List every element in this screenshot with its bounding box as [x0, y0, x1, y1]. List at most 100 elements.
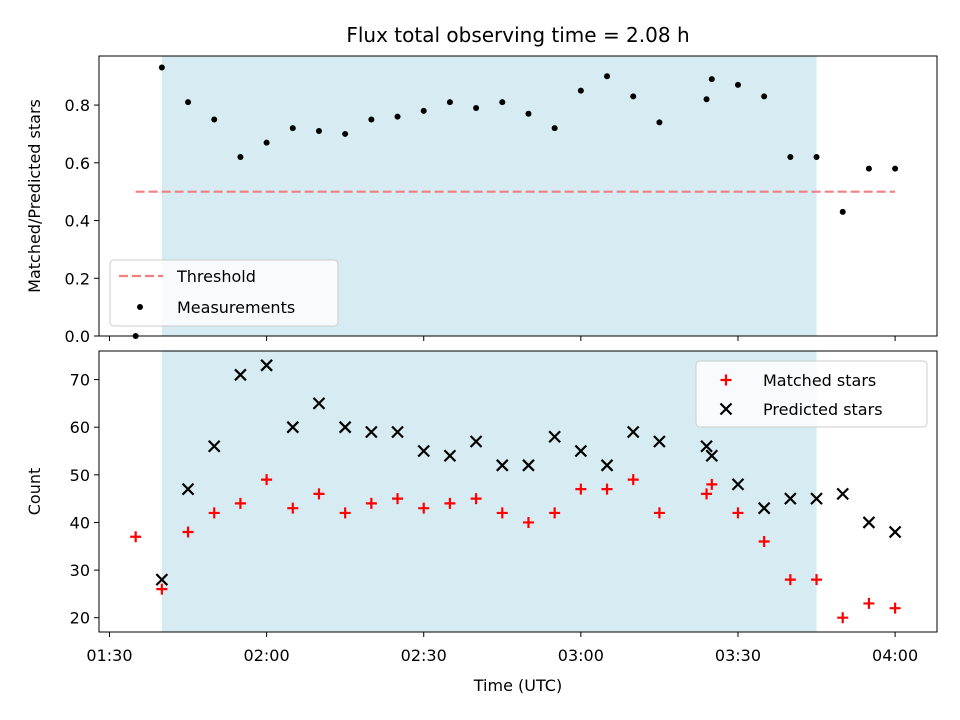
data-point-plus-24 — [758, 536, 770, 548]
data-point-dot-14 — [499, 99, 506, 106]
data-point-plus-9 — [365, 497, 377, 509]
bottom-axes-frame — [98, 350, 938, 633]
data-point-x-9 — [391, 425, 404, 439]
data-point-x-14 — [522, 459, 535, 472]
legend-predicted-swatch — [719, 402, 733, 416]
data-point-dot-1 — [158, 64, 165, 71]
data-point-x-5 — [286, 420, 300, 434]
data-point-plus-8 — [339, 507, 351, 519]
top-y-axis-label: Matched/Predicted stars — [25, 99, 44, 293]
data-point-plus-20 — [653, 507, 665, 519]
data-point-plus-2 — [182, 526, 194, 538]
data-point-plus-13 — [470, 493, 482, 505]
bottom-series-predicted-stars — [155, 359, 902, 586]
x-tick-label: 04:00 — [872, 646, 918, 665]
data-point-dot-17 — [577, 87, 584, 94]
x-tick-label: 01:30 — [86, 646, 132, 665]
data-point-x-2 — [207, 439, 221, 453]
data-point-dot-22 — [708, 76, 715, 83]
data-point-plus-18 — [601, 483, 613, 495]
data-point-dot-21 — [703, 96, 710, 103]
data-point-dot-11 — [420, 107, 427, 114]
bottom-y-tick-label: 60 — [70, 418, 90, 437]
data-point-plus-25 — [784, 574, 796, 586]
legend-matched-label: Matched stars — [763, 371, 876, 390]
legend-predicted-label: Predicted stars — [763, 400, 883, 419]
data-point-plus-21 — [701, 488, 713, 500]
data-point-x-20 — [700, 439, 713, 453]
bottom-y-tick-label: 40 — [70, 513, 90, 532]
data-point-plus-3 — [208, 507, 220, 519]
data-point-dot-7 — [315, 128, 322, 135]
data-point-dot-12 — [446, 99, 453, 106]
data-point-plus-14 — [496, 507, 508, 519]
data-point-dot-29 — [892, 165, 899, 172]
data-point-x-3 — [234, 368, 247, 382]
x-axis-label: Time (UTC) — [473, 676, 562, 695]
data-point-x-25 — [810, 492, 823, 505]
data-point-x-7 — [338, 420, 352, 434]
data-point-x-8 — [365, 425, 378, 439]
bottom-y-axis-label: Count — [25, 468, 44, 516]
data-point-x-10 — [417, 444, 431, 458]
data-point-plus-10 — [392, 493, 404, 505]
data-point-plus-1 — [156, 583, 168, 595]
data-point-dot-16 — [551, 125, 558, 132]
data-point-x-22 — [731, 478, 745, 491]
legend-matched-swatch — [720, 374, 732, 386]
data-point-plus-4 — [234, 497, 246, 509]
bottom-y-tick-label: 50 — [70, 466, 90, 485]
data-point-dot-4 — [237, 154, 244, 161]
data-point-x-4 — [260, 359, 273, 372]
data-point-plus-12 — [444, 497, 456, 509]
data-point-dot-24 — [761, 93, 768, 100]
data-point-x-11 — [443, 449, 457, 463]
data-point-plus-22 — [706, 478, 718, 490]
data-point-dot-23 — [734, 81, 741, 88]
top-y-tick-label: 0.4 — [65, 212, 90, 231]
bottom-y-tick-label: 20 — [70, 609, 90, 628]
data-point-dot-5 — [263, 139, 270, 146]
bottom-y-tick-label: 70 — [70, 371, 90, 390]
top-y-tick-label: 0.8 — [65, 96, 90, 115]
x-tick-label: 02:00 — [244, 646, 290, 665]
data-point-x-12 — [469, 435, 483, 448]
data-point-dot-18 — [604, 73, 611, 80]
top-y-tick-label: 0.6 — [65, 154, 90, 173]
data-point-dot-13 — [473, 104, 480, 111]
data-point-dot-8 — [342, 130, 349, 137]
data-point-x-15 — [548, 430, 561, 444]
legend-threshold-label: Threshold — [176, 267, 256, 286]
data-point-plus-15 — [522, 516, 534, 528]
data-point-dot-10 — [394, 113, 401, 120]
data-point-plus-16 — [549, 507, 561, 519]
data-point-dot-2 — [185, 99, 192, 106]
data-point-dot-26 — [813, 154, 820, 161]
data-point-x-13 — [496, 459, 509, 472]
data-point-dot-25 — [787, 154, 794, 161]
legend-box — [695, 360, 928, 428]
legend-measurements-swatch — [137, 304, 143, 310]
data-point-plus-6 — [287, 502, 299, 514]
bottom-panel: 20 30 40 50 60 70 01:30 02:00 02:30 03:00 03:30 04:… — [25, 350, 938, 665]
data-point-x-19 — [653, 435, 666, 448]
data-point-plus-0 — [130, 531, 142, 543]
data-point-x-26 — [836, 487, 850, 501]
data-point-x-16 — [574, 444, 588, 458]
data-point-dot-20 — [656, 119, 663, 126]
data-point-x-28 — [888, 525, 902, 539]
data-point-dot-3 — [211, 116, 218, 123]
top-y-tick-label: 0.2 — [65, 269, 90, 288]
data-point-dot-28 — [865, 165, 872, 172]
top-y-tick-label: 0.0 — [65, 327, 90, 346]
data-point-plus-28 — [863, 597, 875, 609]
data-point-x-23 — [757, 501, 771, 515]
data-point-plus-29 — [889, 602, 901, 614]
bottom-series-matched-stars — [130, 474, 901, 624]
top-axes-frame — [98, 55, 938, 337]
x-tick-label: 03:30 — [715, 646, 761, 665]
data-point-plus-17 — [575, 483, 587, 495]
data-point-plus-11 — [418, 502, 430, 514]
data-point-x-24 — [784, 492, 797, 505]
